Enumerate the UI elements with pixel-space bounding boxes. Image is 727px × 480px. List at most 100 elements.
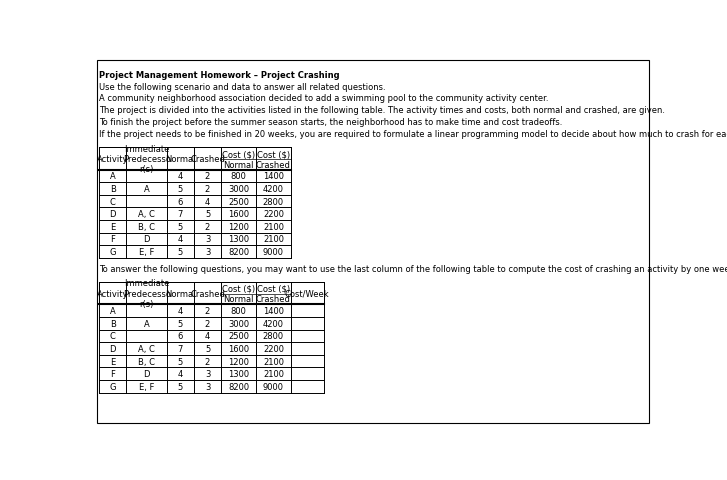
Text: 2100: 2100: [263, 222, 284, 231]
Text: 5: 5: [178, 319, 183, 328]
Text: Normal: Normal: [165, 289, 196, 298]
Text: F: F: [111, 235, 116, 244]
Text: D: D: [143, 235, 150, 244]
Text: 7: 7: [178, 344, 183, 353]
Text: 800: 800: [230, 307, 246, 316]
Text: Immediate
Predecesso
r(s): Immediate Predecesso r(s): [123, 279, 171, 309]
Text: Cost ($): Cost ($): [222, 285, 255, 293]
Text: 800: 800: [230, 172, 246, 181]
Text: To finish the project before the summer season starts, the neighborhood has to m: To finish the project before the summer …: [100, 118, 563, 127]
Text: 4200: 4200: [263, 185, 284, 193]
Text: 3: 3: [205, 248, 210, 256]
Text: B, C: B, C: [138, 357, 155, 366]
Text: 2100: 2100: [263, 357, 284, 366]
Text: Crashed: Crashed: [256, 160, 291, 169]
Text: 3000: 3000: [228, 319, 249, 328]
Text: Cost ($): Cost ($): [257, 285, 290, 293]
Text: 3000: 3000: [228, 185, 249, 193]
Text: 3: 3: [205, 235, 210, 244]
Text: 1600: 1600: [228, 210, 249, 219]
Text: Normal: Normal: [223, 295, 254, 304]
Text: 3: 3: [205, 370, 210, 378]
Text: 2500: 2500: [228, 332, 249, 341]
Text: 2: 2: [205, 185, 210, 193]
Text: F: F: [111, 370, 116, 378]
Text: D: D: [110, 210, 116, 219]
Text: 4: 4: [178, 172, 183, 181]
Text: E, F: E, F: [139, 248, 154, 256]
Text: 9000: 9000: [263, 382, 284, 391]
Text: C: C: [110, 332, 116, 341]
Text: 9000: 9000: [263, 248, 284, 256]
Text: 4: 4: [178, 235, 183, 244]
Text: Cost ($): Cost ($): [222, 150, 255, 159]
Text: 2: 2: [205, 319, 210, 328]
Text: B: B: [110, 319, 116, 328]
Text: 3: 3: [205, 382, 210, 391]
Text: 1300: 1300: [228, 370, 249, 378]
Text: 2500: 2500: [228, 197, 249, 206]
Text: G: G: [110, 248, 116, 256]
Text: 1400: 1400: [263, 172, 284, 181]
Text: 1300: 1300: [228, 235, 249, 244]
Text: 2200: 2200: [263, 210, 284, 219]
Text: 5: 5: [178, 382, 183, 391]
Bar: [100, 283, 324, 305]
Text: 5: 5: [205, 210, 210, 219]
Text: A: A: [110, 172, 116, 181]
Text: Normal: Normal: [223, 160, 254, 169]
Text: A, C: A, C: [138, 344, 155, 353]
Text: Activity: Activity: [97, 289, 129, 298]
Text: D: D: [110, 344, 116, 353]
Text: 6: 6: [178, 332, 183, 341]
Text: Activity: Activity: [97, 155, 129, 164]
Text: 2100: 2100: [263, 370, 284, 378]
Text: 4200: 4200: [263, 319, 284, 328]
Text: E: E: [111, 357, 116, 366]
Text: 2800: 2800: [263, 332, 284, 341]
Text: Crashed: Crashed: [190, 155, 225, 164]
Text: D: D: [143, 370, 150, 378]
Text: If the project needs to be finished in 20 weeks, you are required to formulate a: If the project needs to be finished in 2…: [100, 130, 727, 139]
Text: The project is divided into the activities listed in the following table. The ac: The project is divided into the activiti…: [100, 106, 665, 115]
Text: Immediate
Predecesso
r(s): Immediate Predecesso r(s): [123, 144, 171, 174]
Text: Cost/Week: Cost/Week: [285, 289, 329, 298]
Text: Crashed: Crashed: [256, 295, 291, 304]
Text: 2200: 2200: [263, 344, 284, 353]
Text: 5: 5: [178, 248, 183, 256]
Text: A community neighborhood association decided to add a swimming pool to the commu: A community neighborhood association dec…: [100, 94, 549, 103]
Text: 4: 4: [178, 307, 183, 316]
Text: E, F: E, F: [139, 382, 154, 391]
Text: A: A: [144, 185, 150, 193]
Text: 4: 4: [178, 370, 183, 378]
Text: 5: 5: [178, 222, 183, 231]
Text: E: E: [111, 222, 116, 231]
Text: 2100: 2100: [263, 235, 284, 244]
Text: To answer the following questions, you may want to use the last column of the fo: To answer the following questions, you m…: [100, 265, 727, 274]
Text: 7: 7: [178, 210, 183, 219]
Text: Crashed: Crashed: [190, 289, 225, 298]
Text: 2800: 2800: [263, 197, 284, 206]
Text: Use the following scenario and data to answer all related questions.: Use the following scenario and data to a…: [100, 83, 386, 91]
Text: 2: 2: [205, 172, 210, 181]
Text: 4: 4: [205, 197, 210, 206]
Text: 1400: 1400: [263, 307, 284, 316]
Text: B, C: B, C: [138, 222, 155, 231]
Text: 8200: 8200: [228, 382, 249, 391]
Text: G: G: [110, 382, 116, 391]
Text: 4: 4: [205, 332, 210, 341]
Text: 6: 6: [178, 197, 183, 206]
Text: 2: 2: [205, 307, 210, 316]
Text: 5: 5: [178, 185, 183, 193]
Text: C: C: [110, 197, 116, 206]
Text: Cost ($): Cost ($): [257, 150, 290, 159]
Text: Normal: Normal: [165, 155, 196, 164]
Text: A: A: [144, 319, 150, 328]
Text: A: A: [110, 307, 116, 316]
Text: 2: 2: [205, 357, 210, 366]
Text: 1600: 1600: [228, 344, 249, 353]
Text: 1200: 1200: [228, 222, 249, 231]
Text: 8200: 8200: [228, 248, 249, 256]
Text: 2: 2: [205, 222, 210, 231]
Bar: [100, 148, 291, 170]
